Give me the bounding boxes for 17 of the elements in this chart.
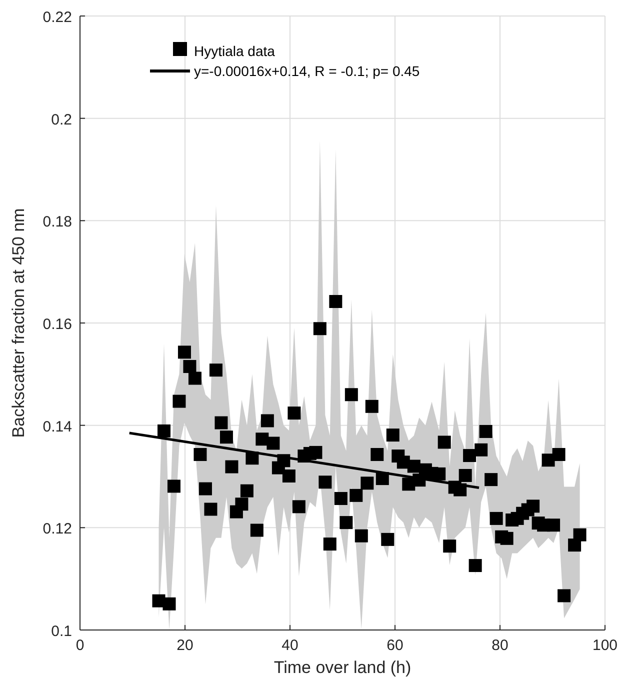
- y-tick-label: 0.18: [42, 214, 72, 231]
- legend-label: Hyytiala data: [194, 43, 276, 59]
- x-tick-label: 20: [176, 637, 194, 654]
- x-tick-label: 0: [76, 637, 84, 654]
- y-tick-label: 0.2: [51, 111, 72, 128]
- y-tick-label: 0.1: [51, 623, 72, 640]
- x-axis-title: Time over land (h): [274, 658, 412, 677]
- y-axis-title: Backscatter fraction at 450 nm: [9, 208, 28, 438]
- x-tick-label: 100: [592, 637, 618, 654]
- y-tick-label: 0.12: [42, 520, 72, 538]
- x-tick-label: 60: [386, 637, 404, 654]
- y-tick-label: 0.22: [42, 9, 72, 26]
- legend-label: y=-0.00016x+0.14, R = -0.1; p= 0.45: [194, 63, 420, 79]
- y-tick-label: 0.16: [42, 316, 72, 333]
- x-tick-label: 80: [492, 637, 508, 654]
- y-tick-label: 0.14: [42, 418, 72, 436]
- x-tick-label: 40: [282, 637, 298, 654]
